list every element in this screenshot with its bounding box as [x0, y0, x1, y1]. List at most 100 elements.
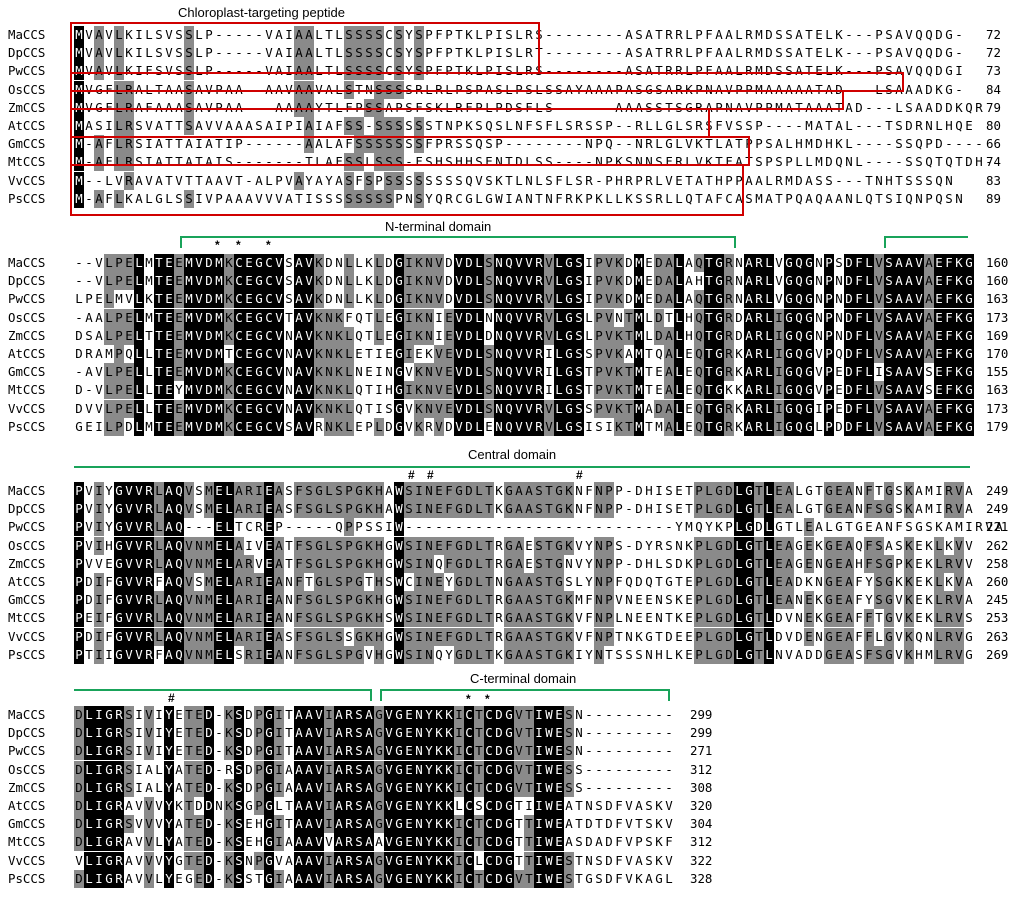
residue: -: [85, 190, 93, 206]
residue: A: [625, 27, 633, 42]
residue: C: [385, 63, 393, 79]
residue: T: [435, 118, 443, 133]
residue: -: [615, 45, 623, 61]
residue: L: [734, 536, 744, 555]
residue: Y: [164, 778, 174, 797]
residue: T: [474, 833, 484, 852]
residue: S: [95, 118, 103, 133]
residue: N: [285, 400, 293, 416]
residue: P: [275, 519, 283, 535]
residue: G: [554, 609, 564, 628]
residue: T: [474, 706, 484, 724]
residue: V: [914, 326, 924, 345]
residue: K: [954, 417, 964, 436]
residue: A: [274, 554, 284, 573]
residue: L: [554, 272, 564, 291]
residue: H: [435, 154, 443, 170]
zinc-hash-marker: #: [427, 468, 434, 482]
residue: K: [735, 418, 743, 434]
residue: A: [664, 272, 674, 291]
residue: P: [635, 172, 643, 188]
residue: F: [615, 870, 623, 886]
residue: Q: [694, 326, 704, 345]
residue: S: [884, 308, 894, 327]
residue: -: [565, 136, 573, 152]
residue: A: [924, 326, 934, 345]
residue: S: [635, 190, 643, 206]
sequence-end-position: 249: [986, 483, 1009, 498]
residue: L: [84, 815, 94, 834]
residue: K: [935, 519, 943, 535]
sequence-end-position: 170: [986, 346, 1009, 361]
residue: Q: [504, 290, 514, 309]
residue: S: [564, 851, 574, 870]
residue: -: [275, 136, 283, 152]
residue: K: [625, 190, 633, 206]
residue: E: [194, 760, 204, 779]
residue: I: [534, 797, 544, 815]
residue: T: [695, 190, 703, 206]
residue: G: [394, 833, 404, 852]
residue: Q: [794, 272, 804, 291]
residue: S: [484, 272, 494, 291]
residue: L: [325, 136, 333, 152]
residue: I: [435, 309, 443, 325]
residue: T: [544, 591, 554, 610]
sequence-row: ZmCCS P V V E G V V R L A Q V N M E L A R V E A T F S G L S P G K H G W S I…: [0, 554, 1024, 573]
residue: Y: [705, 519, 713, 535]
residue: P: [455, 118, 463, 133]
residue: T: [184, 833, 194, 852]
residue: G: [385, 537, 393, 553]
sequence-name: PwCCS: [8, 743, 46, 759]
residue: A: [85, 364, 93, 380]
sequence-row: PwCCS D L I G R S I V I Y E T E D - K S D P G I T A A V I A R S A G V G E N…: [0, 742, 1024, 761]
residue: I: [414, 554, 424, 573]
residue: G: [394, 308, 404, 327]
residue: A: [155, 172, 163, 188]
residue: -: [775, 118, 783, 133]
residue: P: [425, 45, 433, 61]
residue: Y: [585, 537, 593, 553]
residue: -: [495, 519, 503, 535]
residue: S: [384, 153, 394, 172]
residue: Y: [105, 519, 113, 535]
residue: V: [524, 345, 534, 363]
residue: K: [705, 154, 713, 170]
residue: T: [825, 118, 833, 133]
residue: A: [164, 627, 174, 646]
residue: -: [865, 154, 873, 170]
residue: A: [225, 81, 233, 97]
residue: G: [385, 628, 393, 644]
residue: D: [464, 591, 474, 610]
residue: D: [494, 815, 504, 834]
residue: K: [334, 326, 344, 345]
residue: Y: [424, 778, 434, 797]
residue: V: [475, 172, 483, 188]
residue: D: [605, 816, 613, 832]
residue: E: [934, 272, 944, 291]
residue: -: [855, 118, 863, 133]
residue: V: [274, 308, 284, 327]
residue: G: [114, 609, 124, 628]
residue: -: [865, 99, 873, 115]
residue: -: [635, 519, 643, 535]
residue: S: [124, 760, 134, 779]
residue: R: [695, 99, 703, 115]
residue: N: [424, 536, 434, 555]
residue: V: [384, 742, 394, 761]
residue: T: [655, 27, 663, 42]
sequence-name: VvCCS: [8, 628, 46, 644]
residue: K: [434, 851, 444, 870]
residue: G: [354, 591, 364, 610]
residue: D: [325, 255, 333, 270]
residue: G: [114, 645, 124, 664]
residue: A: [664, 290, 674, 309]
residue: A: [965, 592, 973, 608]
residue: S: [545, 154, 553, 170]
residue: -: [655, 761, 663, 777]
residue: G: [264, 797, 274, 815]
residue: W: [544, 869, 554, 888]
residue: T: [754, 645, 764, 664]
sequence-name: GmCCS: [8, 592, 46, 608]
residue: G: [254, 417, 264, 436]
